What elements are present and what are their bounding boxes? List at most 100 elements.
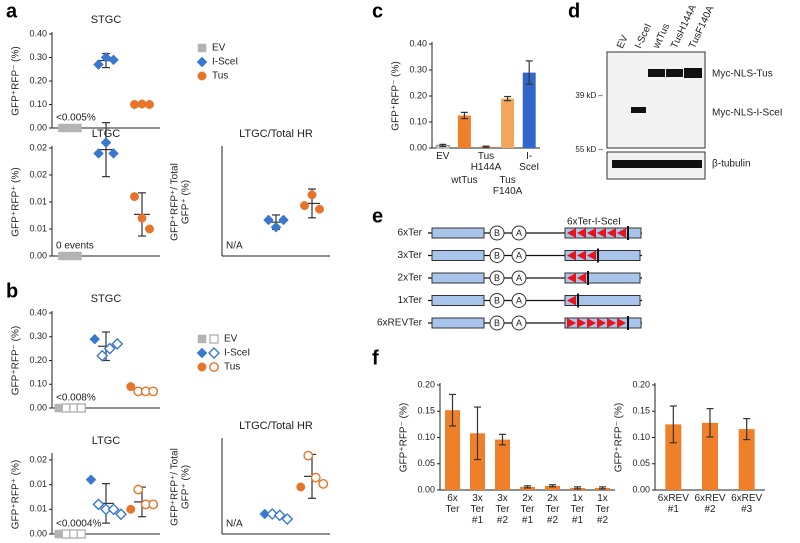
marker (65, 123, 75, 133)
y-tick-label: 0.05 (632, 458, 650, 468)
site-label: B (494, 228, 500, 238)
marker (300, 201, 309, 211)
lane-label: wtTus (651, 22, 673, 51)
error-bar (504, 95, 512, 102)
site-label: B (494, 318, 500, 328)
panel-letter: b (6, 280, 18, 302)
marker (315, 204, 324, 214)
error-bar (743, 418, 751, 441)
site-circle (489, 293, 505, 308)
y-tick-label: 0.10 (29, 379, 47, 389)
y-axis-label: GFP⁺RFP⁻ (%) (391, 61, 402, 130)
y-tick-label: 0.01 (29, 196, 47, 206)
y-tick-label: 0.40 (29, 307, 47, 317)
y-tick-label: 0.40 (409, 38, 427, 48)
marker (209, 362, 219, 372)
marker (100, 137, 112, 148)
gene-box (564, 250, 641, 261)
y-axis-label: GFP⁺RFP⁺/ Total (170, 448, 181, 526)
marker (281, 512, 294, 525)
marker (137, 213, 147, 223)
site-circle (511, 225, 527, 241)
y-tick-label: 0.05 (417, 458, 435, 468)
legend-label: I-SceI (212, 57, 238, 68)
y-axis-label: GFP⁺RFP⁺/ Total (170, 163, 181, 241)
x-tick-label: 6xREV #1 (657, 493, 689, 515)
x-tick-label: I-SceI (519, 151, 540, 173)
x-tick-label: 1x Ter #2 (595, 493, 610, 526)
band-label: Myc-NLS-Tus (712, 69, 773, 80)
ter-site (567, 273, 576, 283)
marker (130, 100, 139, 109)
marker (145, 100, 154, 109)
site-label: B (494, 250, 500, 260)
chart-title: LTGC/Total HR (239, 420, 313, 432)
gene-box (431, 250, 485, 261)
size-marker: 39 kD – (575, 91, 603, 100)
size-marker: 55 kD – (575, 145, 603, 154)
x-tick-label: wtTus (451, 175, 478, 186)
x-tick-label: 6x Ter (445, 493, 460, 515)
y-tick-label: 0.30 (29, 331, 47, 341)
panel-letter: a (6, 0, 18, 22)
ter-site (567, 228, 576, 238)
y-axis-label: GFP⁺RFP⁺ (%) (11, 460, 22, 529)
error-bar (439, 143, 447, 148)
y-tick-label: 0.15 (632, 406, 650, 416)
marker (58, 251, 67, 261)
chart-title: STGC (91, 14, 122, 26)
marker (93, 148, 104, 159)
bar (445, 410, 460, 490)
x-tick-label: 6xREV #2 (694, 493, 726, 515)
marker (148, 499, 159, 510)
ter-site (597, 318, 606, 328)
marker (92, 498, 105, 511)
marker (54, 529, 63, 539)
x-tick-label: EV (436, 151, 450, 162)
marker (270, 221, 282, 233)
x-tick-label: 3x Ter #1 (470, 493, 485, 526)
panel-letter: d (568, 0, 580, 22)
y-tick-label: 0.10 (409, 116, 427, 126)
ter-site (577, 250, 586, 261)
site-label: A (516, 228, 522, 238)
blot-membrane (606, 51, 706, 149)
annotation: <0.005% (56, 113, 96, 124)
site-label: B (494, 273, 500, 283)
error-bar (706, 408, 714, 438)
site-circle (511, 293, 527, 308)
diagram-header: 6xTer-I-SceI (567, 217, 621, 228)
chart-title: LTGC/Total HR (239, 128, 313, 140)
marker (196, 347, 208, 359)
site-circle (511, 270, 527, 286)
annotation: N/A (226, 519, 243, 530)
ter-site (617, 228, 626, 238)
construct: 6xTer B A (398, 225, 642, 241)
y-axis-label: GFP⁺ (%) (181, 465, 192, 509)
legend-label: EV (224, 334, 238, 345)
construct: 1xTer B A (398, 293, 642, 308)
marker (89, 333, 101, 345)
marker (148, 386, 159, 397)
error-bar (474, 406, 481, 461)
marker (197, 334, 207, 344)
y-axis-label: GFP⁺ (%) (181, 180, 192, 224)
panel-letter: e (372, 205, 383, 227)
site-circle (489, 315, 505, 331)
bar (702, 422, 718, 490)
y-tick-label: 0.00 (632, 484, 650, 494)
ter-site (567, 318, 576, 328)
y-tick-label: 0.02 (29, 142, 47, 152)
legend-label: I-SceI (224, 348, 250, 359)
y-tick-label: 0.02 (29, 169, 47, 179)
blot-band (648, 69, 665, 77)
band-label: β-tubulin (712, 159, 751, 170)
marker (126, 382, 136, 392)
marker (65, 251, 75, 261)
y-tick-label: 0.00 (29, 402, 47, 412)
annotation: 0 events (56, 241, 94, 252)
gene-box (431, 227, 485, 239)
marker (85, 474, 97, 486)
site-circle (489, 248, 505, 263)
